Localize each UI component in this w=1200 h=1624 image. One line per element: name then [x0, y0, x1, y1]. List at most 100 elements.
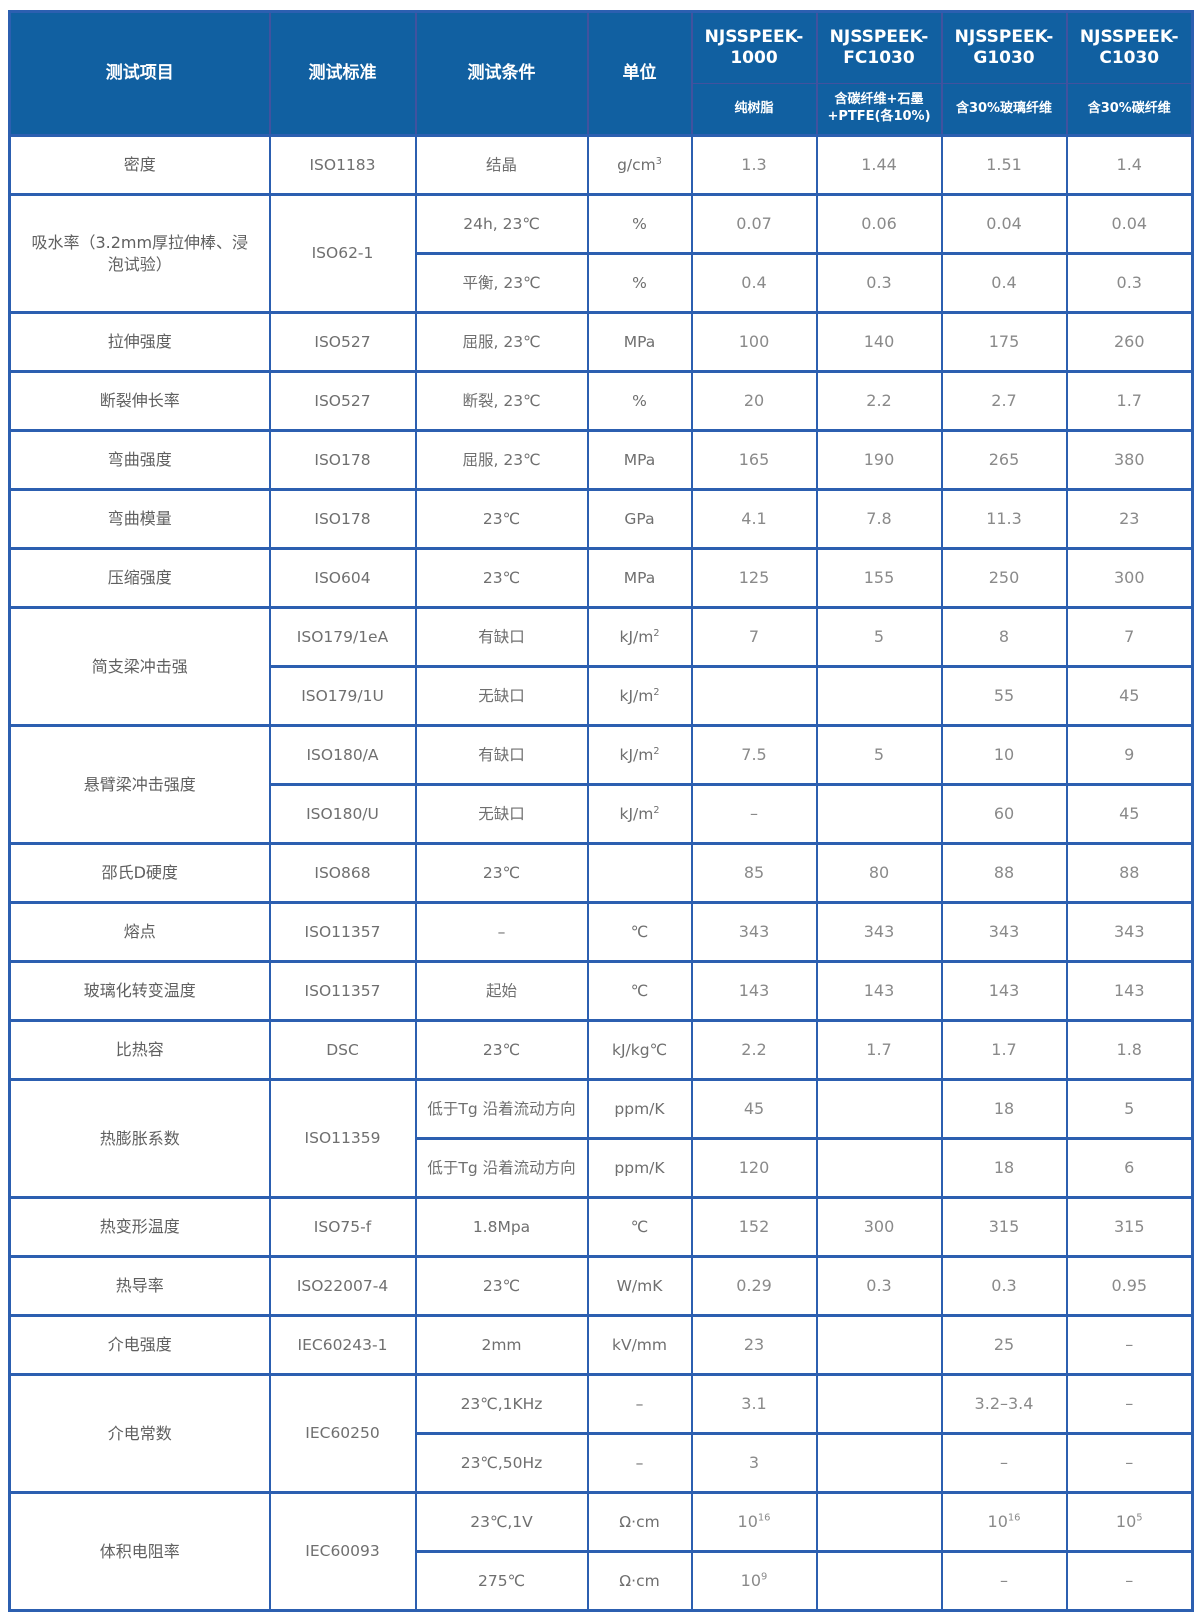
value-cell: 1.7 — [1065, 370, 1194, 432]
table-row: 压缩强度 ISO604 23℃ MPa 125 155 250 300 — [8, 547, 1194, 609]
value-cell: 120 — [690, 1137, 818, 1199]
test-item-cell: 热变形温度 — [8, 1196, 271, 1258]
value-cell: 1.7 — [940, 1019, 1068, 1081]
value-cell: 88 — [940, 842, 1068, 904]
value-cell: 8 — [940, 606, 1068, 668]
table-row: 拉伸强度 ISO527 屈服, 23℃ MPa 100 140 175 260 — [8, 311, 1194, 373]
test-condition-cell: 23℃,50Hz — [414, 1432, 589, 1494]
unit-cell — [586, 842, 693, 904]
value-cell — [815, 665, 943, 727]
test-standard-cell: ISO604 — [268, 547, 417, 609]
value-cell: 2.7 — [940, 370, 1068, 432]
unit-cell: – — [586, 1373, 693, 1435]
test-item-cell: 体积电阻率 — [8, 1491, 271, 1612]
unit-cell: % — [586, 252, 693, 314]
value-cell: 0.3 — [1065, 252, 1194, 314]
test-condition-cell: 23℃ — [414, 488, 589, 550]
header-test-item: 测试项目 — [8, 11, 271, 136]
unit-cell: GPa — [586, 488, 693, 550]
value-cell — [815, 1432, 943, 1494]
value-cell: 0.07 — [690, 193, 818, 255]
test-condition-cell: 24h, 23℃ — [414, 193, 589, 255]
value-cell: 7 — [1065, 606, 1194, 668]
table-row: 体积电阻率 IEC60093 23℃,1V Ω·cm 1016 1016 105 — [8, 1491, 1194, 1612]
value-cell: 20 — [690, 370, 818, 432]
material-properties-table: 测试项目 测试标准 测试条件 单位 NJSSPEEK-1000 NJSSPEEK… — [8, 10, 1194, 1612]
unit-cell: ℃ — [586, 901, 693, 963]
unit-cell: MPa — [586, 429, 693, 491]
table-row: 比热容 DSC 23℃ kJ/kg℃ 2.2 1.7 1.7 1.8 — [8, 1019, 1194, 1081]
test-condition-cell: 23℃,1V — [414, 1491, 589, 1553]
value-cell: – — [940, 1432, 1068, 1494]
test-item-cell: 简支梁冲击强 — [8, 606, 271, 727]
test-standard-cell: IEC60093 — [268, 1491, 417, 1612]
header-row-sub: 纯树脂 含碳纤维+石墨+PTFE(各10%) 含30%玻璃纤维 含30%碳纤维 — [10, 83, 1194, 136]
value-cell: 3 — [690, 1432, 818, 1494]
value-cell: 11.3 — [940, 488, 1068, 550]
unit-cell: Ω·cm — [586, 1550, 693, 1612]
test-standard-cell: ISO11357 — [268, 901, 417, 963]
test-condition-cell: 有缺口 — [414, 606, 589, 668]
table-row: 平衡, 23℃% 0.4 0.3 0.4 0.3 — [10, 252, 1194, 314]
value-cell: 60 — [940, 783, 1068, 845]
value-cell: 5 — [815, 606, 943, 668]
test-condition-cell: 23℃ — [414, 547, 589, 609]
test-standard-cell: DSC — [268, 1019, 417, 1081]
test-condition-cell: 平衡, 23℃ — [414, 252, 589, 314]
value-cell: 25 — [940, 1314, 1068, 1376]
value-cell: 152 — [690, 1196, 818, 1258]
value-cell: 250 — [940, 547, 1068, 609]
table-row: 热变形温度 ISO75-f 1.8Mpa ℃ 152 300 315 315 — [8, 1196, 1194, 1258]
unit-cell: kV/mm — [586, 1314, 693, 1376]
value-cell: 105 — [1065, 1491, 1194, 1553]
table-row: 弯曲模量 ISO178 23℃ GPa 4.1 7.8 11.3 23 — [8, 488, 1194, 550]
value-cell — [815, 1078, 943, 1140]
unit-cell: ℃ — [586, 1196, 693, 1258]
value-cell: 1016 — [690, 1491, 818, 1553]
unit-cell: kJ/m2 — [586, 783, 693, 845]
unit-cell: – — [586, 1432, 693, 1494]
value-cell — [815, 1491, 943, 1553]
test-standard-cell: IEC60250 — [268, 1373, 417, 1494]
test-condition-cell: 275℃ — [414, 1550, 589, 1612]
value-cell: 0.04 — [940, 193, 1068, 255]
test-condition-cell: 23℃ — [414, 1255, 589, 1317]
test-condition-cell: 无缺口 — [414, 665, 589, 727]
test-item-cell: 玻璃化转变温度 — [8, 960, 271, 1022]
test-condition-cell: 23℃ — [414, 842, 589, 904]
table-row: 23℃,50Hz –3– – — [10, 1432, 1194, 1494]
test-standard-cell: ISO62-1 — [268, 193, 417, 314]
value-cell: 1016 — [940, 1491, 1068, 1553]
value-cell: 45 — [1065, 665, 1194, 727]
test-standard-cell: ISO527 — [268, 370, 417, 432]
value-cell: 155 — [815, 547, 943, 609]
header-test-standard: 测试标准 — [268, 11, 417, 136]
test-condition-cell: 低于Tg 沿着流动方向 — [414, 1078, 589, 1140]
unit-cell: % — [586, 193, 693, 255]
table-row: 热膨胀系数 ISO11359 低于Tg 沿着流动方向 ppm/K 45 18 5 — [8, 1078, 1194, 1199]
value-cell: 0.04 — [1065, 193, 1194, 255]
test-condition-cell: 2mm — [414, 1314, 589, 1376]
value-cell: 143 — [815, 960, 943, 1022]
unit-cell: ℃ — [586, 960, 693, 1022]
value-cell: 0.06 — [815, 193, 943, 255]
table-row: 断裂伸长率 ISO527 断裂, 23℃% 20 2.2 2.7 1.7 — [8, 370, 1194, 432]
unit-cell: ppm/K — [586, 1078, 693, 1140]
value-cell: 143 — [940, 960, 1068, 1022]
value-cell — [815, 1137, 943, 1199]
value-cell: 165 — [690, 429, 818, 491]
unit-cell: ppm/K — [586, 1137, 693, 1199]
value-cell: 7.5 — [690, 724, 818, 786]
value-cell: 88 — [1065, 842, 1194, 904]
table-row: 简支梁冲击强 ISO179/1eA 有缺口 kJ/m2 7 5 8 7 — [8, 606, 1194, 727]
value-cell: – — [1065, 1432, 1194, 1494]
table-row: 介电强度 IEC60243-1 2mm kV/mm 23 25– — [8, 1314, 1194, 1376]
test-item-cell: 拉伸强度 — [8, 311, 271, 373]
header-product-subtitle: 含30%玻璃纤维 — [940, 83, 1068, 136]
unit-cell: MPa — [586, 547, 693, 609]
value-cell: 109 — [690, 1550, 818, 1612]
value-cell: 85 — [690, 842, 818, 904]
test-item-cell: 压缩强度 — [8, 547, 271, 609]
test-condition-cell: 有缺口 — [414, 724, 589, 786]
value-cell: – — [940, 1550, 1068, 1612]
